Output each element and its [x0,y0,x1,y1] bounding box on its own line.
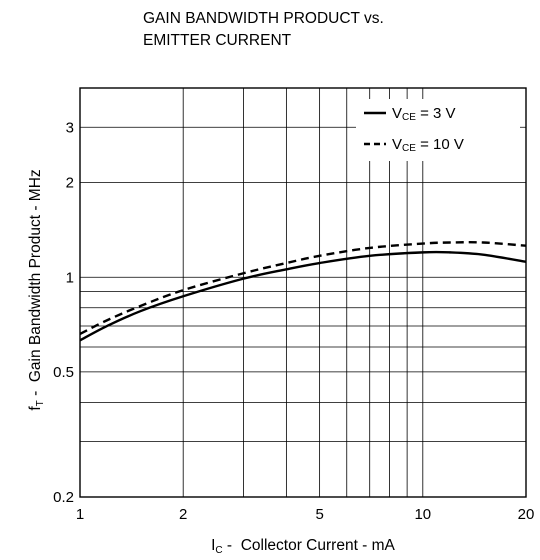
data-curves [79,241,527,342]
y-axis-label: fT - Gain Bandwidth Product - MHz [27,169,46,410]
legend-entry: VCE = 10 V [392,136,464,154]
x-tick-labels: 1 2 5 10 20 [76,506,535,523]
x-tick-label: 5 [315,506,323,523]
x-axis-label: IC - Collector Current - mA [211,537,395,556]
legend-background [356,99,520,161]
grid-lines [80,88,526,497]
series-line-vce-3v [79,250,527,342]
x-tick-label: 20 [518,506,535,523]
y-tick-label: 0.2 [53,489,74,506]
plot-frame [79,87,527,498]
chart-title-line-1: GAIN BANDWIDTH PRODUCT vs. [143,10,384,27]
x-tick-label: 2 [179,506,187,523]
legend-entry: VCE = 3 V [392,105,456,123]
x-tick-label: 1 [76,506,84,523]
y-tick-label: 1 [66,269,74,286]
chart-title-line-2: EMITTER CURRENT [143,32,292,49]
y-tick-label: 2 [66,175,74,192]
y-tick-label: 3 [66,119,74,136]
series-line-vce-10v [79,241,527,336]
y-tick-labels: 0.2 0.5 1 2 3 [53,119,74,506]
y-tick-label: 0.5 [53,364,74,381]
chart-title: GAIN BANDWIDTH PRODUCT vs. EMITTER CURRE… [143,8,384,52]
legend: VCE = 3 V VCE = 10 V [356,99,520,161]
x-tick-label: 10 [414,506,431,523]
